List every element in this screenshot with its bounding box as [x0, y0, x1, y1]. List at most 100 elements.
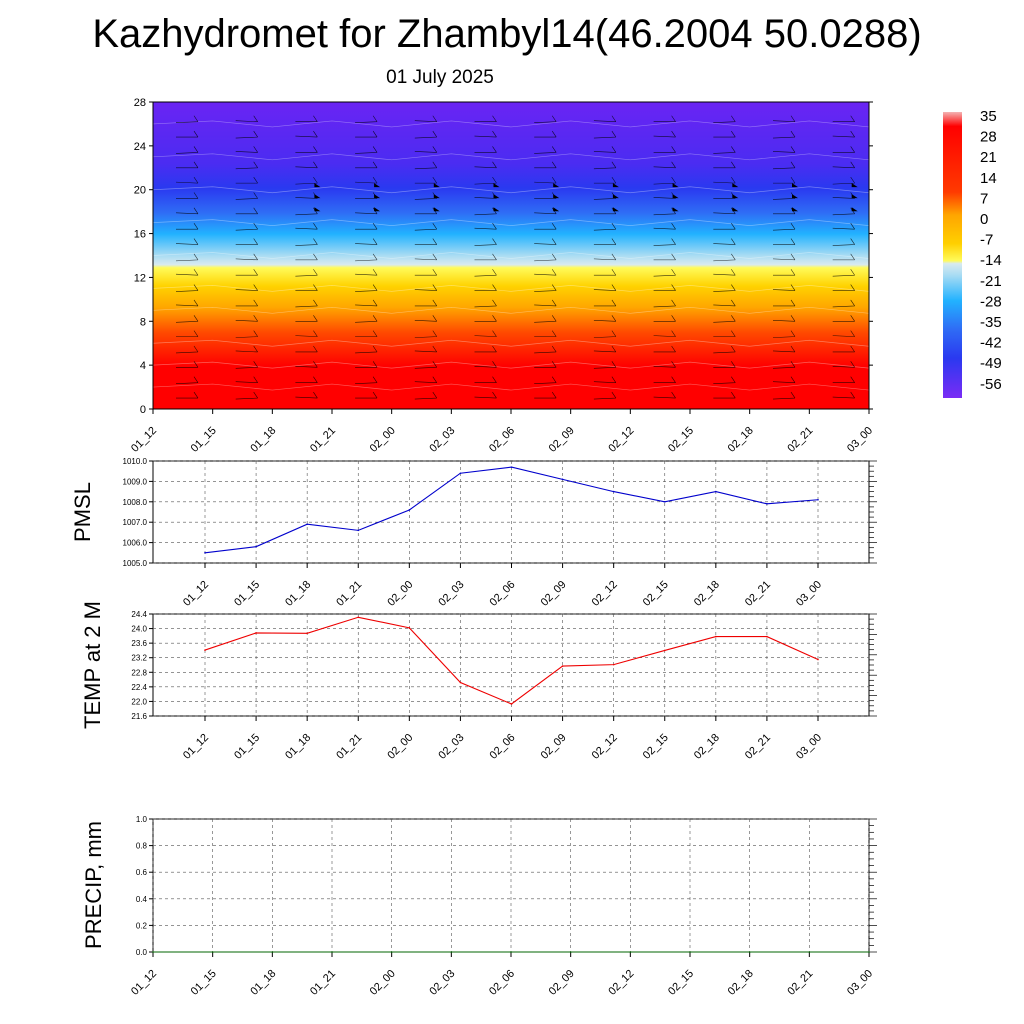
wind-barb: [235, 238, 258, 245]
wind-barb: [414, 130, 438, 139]
wind-barb: [653, 176, 676, 185]
chart-subtitle: 01 July 2025: [386, 67, 494, 88]
wind-barb: [832, 176, 855, 185]
wind-barb: [832, 269, 855, 277]
data-point: [663, 501, 666, 503]
x-tick-label: 02_18: [726, 968, 756, 998]
x-tick-label: 03_00: [845, 425, 875, 455]
x-tick-label: 02_18: [692, 732, 722, 762]
wind-barb: [295, 345, 318, 353]
x-tick-label: 02_03: [436, 579, 466, 609]
wind-barb: [713, 161, 736, 169]
wind-barb: [414, 253, 438, 261]
wind-barb: [832, 115, 855, 123]
wind-barb: [653, 115, 676, 123]
wind-barb: [355, 223, 378, 230]
wind-barb: [772, 146, 796, 153]
wind-barb: [355, 146, 378, 154]
wind-barb: [474, 253, 497, 261]
wind-barb: [474, 391, 497, 399]
y-tick-label: 1005.0: [123, 559, 148, 568]
wind-barb: [355, 269, 378, 276]
wind-barb-pennant: [732, 183, 739, 188]
wind-barb-pennant: [612, 183, 619, 188]
x-tick-label: 01_12: [129, 425, 159, 455]
x-tick-label: 02_03: [427, 968, 457, 998]
data-point: [766, 503, 768, 505]
wind-barb-pennant: [851, 194, 858, 199]
wind-barb: [235, 223, 258, 231]
wind-barb-pennant: [672, 183, 679, 188]
panel-frame: [152, 460, 870, 564]
wind-barb: [593, 376, 617, 383]
x-tick-label: 02_21: [743, 732, 773, 762]
contour-line-0: [152, 383, 870, 391]
x-tick-label: 03_00: [794, 732, 824, 762]
x-tick-label: 02_15: [641, 732, 671, 762]
y-tick-label: 1009.0: [123, 477, 148, 486]
wind-barb: [832, 223, 855, 230]
wind-barb: [175, 299, 199, 307]
contour-line-7: [152, 186, 870, 194]
wind-barb: [235, 253, 258, 261]
x-tick-label: 01_15: [189, 968, 219, 998]
wind-barb-pennant: [553, 207, 560, 212]
wind-barb: [295, 330, 318, 337]
wind-barb: [534, 238, 557, 245]
wind-barb: [295, 146, 318, 153]
wind-barb: [474, 176, 497, 185]
wind-barb: [832, 130, 855, 138]
wind-barb-pennant: [851, 207, 858, 212]
x-tick-label: 02_15: [666, 968, 696, 998]
wind-barb-pennant: [732, 194, 739, 199]
colorbar-label: 28: [980, 129, 997, 146]
wind-barb: [414, 238, 438, 245]
wind-barb: [295, 391, 318, 399]
wind-barb-pennant: [792, 194, 798, 199]
chart-title: Kazhydromet for Zhambyl14(46.2004 50.028…: [92, 12, 921, 56]
wind-barb: [235, 130, 258, 139]
wind-barb: [593, 284, 617, 291]
wind-barb: [653, 376, 676, 383]
wind-barb: [414, 284, 438, 291]
x-tick-label: 02_12: [590, 732, 620, 762]
data-point: [510, 466, 513, 468]
colorbar-label: -7: [980, 232, 993, 249]
data-point: [510, 951, 512, 953]
wind-barb: [175, 176, 199, 184]
wind-barb: [295, 299, 318, 308]
data-point: [748, 951, 751, 953]
colorbar-ramp: [943, 112, 962, 398]
wind-barb-pennant: [433, 183, 440, 188]
data-point: [569, 951, 572, 953]
wind-barb: [355, 376, 378, 384]
wind-barb: [176, 361, 199, 368]
colorbar-label: 7: [980, 190, 988, 207]
y-tick-label: 0.6: [136, 868, 148, 877]
wind-barb-pennant: [851, 183, 858, 188]
x-tick-label: 03_00: [794, 579, 824, 609]
wind-barb: [713, 146, 736, 154]
wind-barb-pennant: [493, 194, 500, 199]
wind-barb: [176, 161, 199, 169]
wind-barb: [713, 299, 736, 307]
data-point: [459, 681, 462, 684]
wind-barb-pennant: [672, 194, 679, 199]
wind-barb: [713, 115, 736, 124]
y-tick-label: 0.4: [136, 895, 148, 904]
wind-barb: [295, 315, 318, 322]
wind-barb: [653, 253, 676, 261]
y-tick-label: 0.8: [136, 842, 148, 851]
data-point: [255, 632, 257, 634]
wind-barb: [832, 391, 855, 399]
x-tick-label: 01_21: [308, 968, 338, 998]
wind-barb: [534, 223, 557, 230]
x-tick-label: 02_09: [539, 732, 569, 762]
wind-barb: [355, 345, 378, 354]
wind-barb: [355, 176, 378, 184]
x-tick-label: 02_09: [547, 968, 577, 998]
wind-barb: [772, 361, 796, 369]
wind-barb: [593, 361, 617, 369]
wind-barb: [295, 253, 318, 261]
x-tick-label: 02_12: [606, 968, 636, 998]
